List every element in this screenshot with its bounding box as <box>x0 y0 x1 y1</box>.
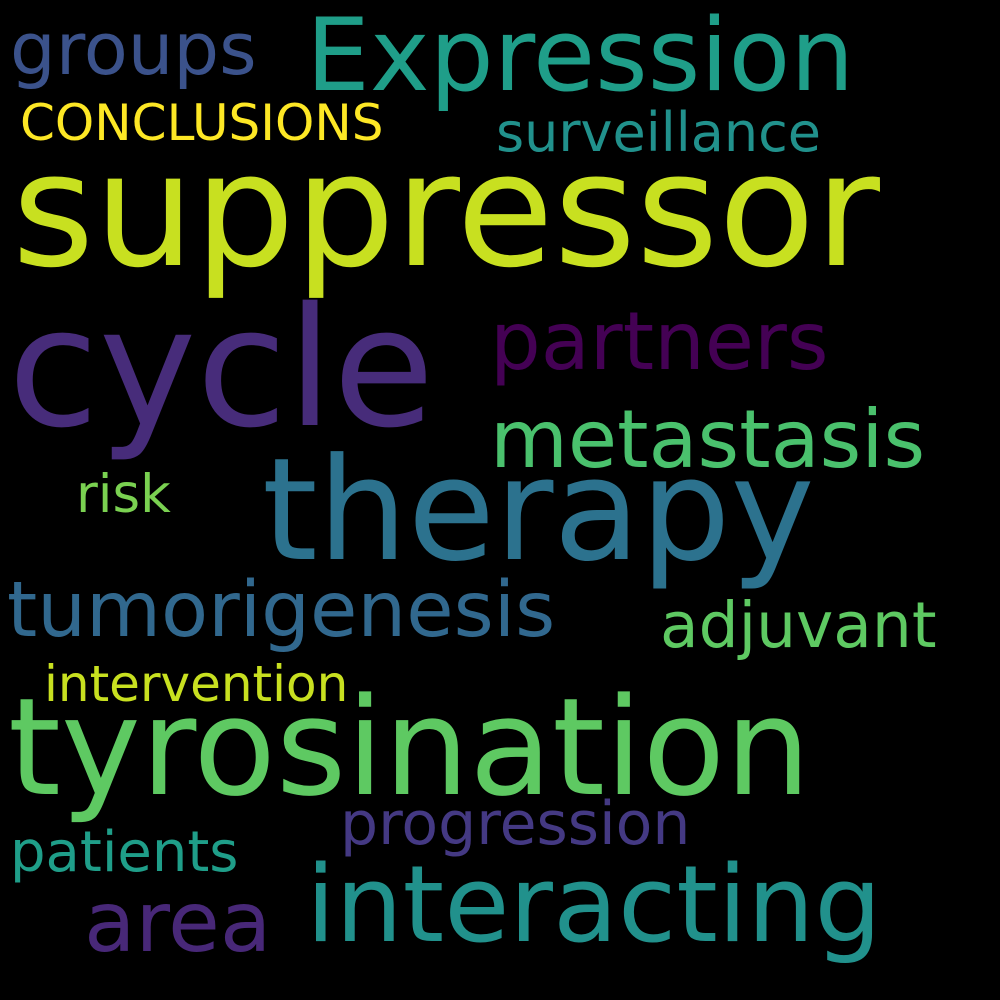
word-expression: Expression <box>306 0 855 114</box>
word-partners: partners <box>490 295 829 388</box>
word-conclusions: CONCLUSIONS <box>20 94 384 152</box>
word-surveillance: surveillance <box>496 101 821 164</box>
word-intervention: intervention <box>44 655 349 713</box>
word-metastasis: metastasis <box>490 393 926 486</box>
word-area: area <box>84 873 272 971</box>
word-groups: groups <box>10 7 257 91</box>
word-adjuvant: adjuvant <box>660 589 937 662</box>
word-risk: risk <box>76 464 171 525</box>
word-tumorigenesis: tumorigenesis <box>7 566 556 655</box>
word-interacting: interacting <box>306 843 882 966</box>
word-suppressor: suppressor <box>12 119 880 303</box>
word-patients: patients <box>10 820 239 885</box>
word-tyrosination: tyrosination <box>8 669 811 826</box>
word-cycle: cycle <box>8 272 435 464</box>
word-therapy: therapy <box>262 428 815 593</box>
word-progression: progression <box>340 789 691 859</box>
